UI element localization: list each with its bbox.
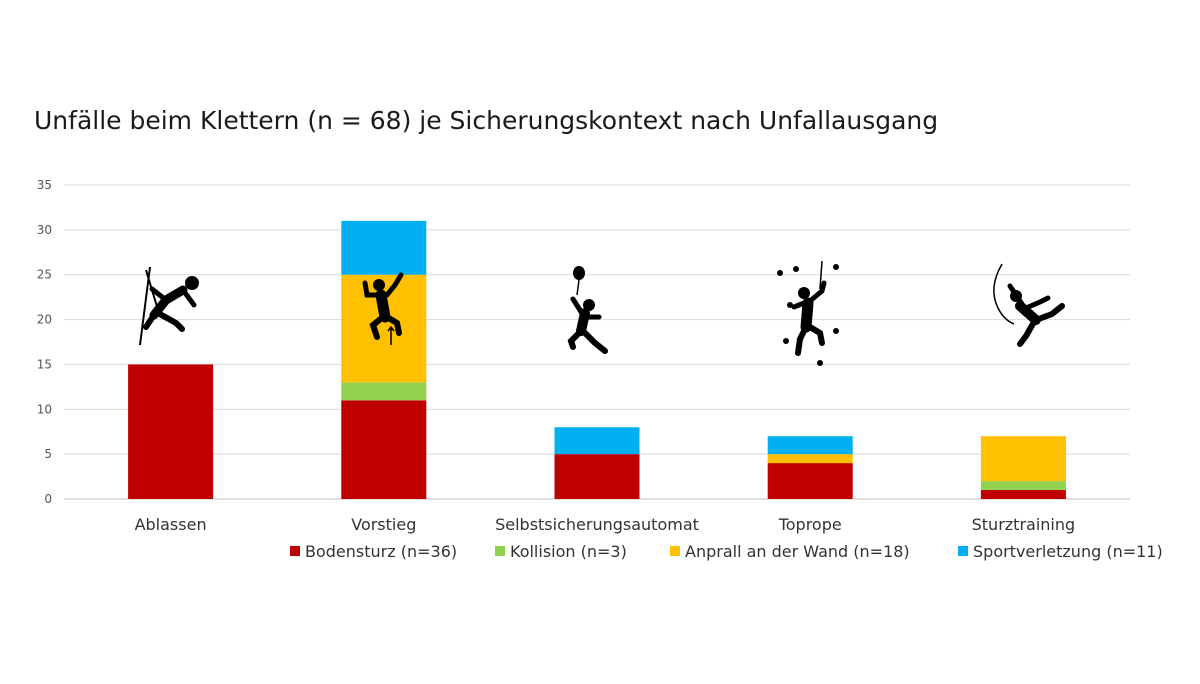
category-labels: Ablassen Vorstieg Selbstsicherungsautomat T… (135, 515, 1076, 534)
legend-swatch-1 (495, 546, 505, 556)
bar-toprope-series-2 (767, 454, 853, 464)
y-tick-label: 25 (37, 268, 52, 282)
legend-swatch-2 (670, 546, 680, 556)
legend: Bodensturz (n=36) Kollision (n=3) Anprall … (290, 542, 1163, 561)
bar-vorstieg-series-1 (341, 382, 427, 401)
legend-label-0: Bodensturz (n=36) (305, 542, 457, 561)
falling-climber-icon (993, 263, 1065, 347)
category-label: Selbstsicherungsautomat (495, 515, 699, 534)
y-tick-label: 10 (37, 402, 52, 416)
lead-climber-icon (362, 272, 404, 345)
icons (139, 260, 1065, 366)
bar-sturztraining-series-1 (980, 481, 1066, 491)
category-label: Ablassen (135, 515, 207, 534)
bars (128, 220, 1066, 499)
category-label: Toprope (778, 515, 842, 534)
bar-sturztraining-series-2 (980, 436, 1066, 482)
abseiling-climber-icon (139, 266, 199, 346)
y-tick-label: 30 (37, 223, 52, 237)
bar-toprope-series-0 (767, 463, 853, 499)
bar-selbstsicherungsautomat-series-0 (554, 454, 640, 499)
y-tick-label: 5 (44, 447, 52, 461)
legend-swatch-0 (290, 546, 300, 556)
legend-swatch-3 (958, 546, 968, 556)
y-tick-label: 35 (37, 178, 52, 192)
bar-vorstieg-series-0 (341, 400, 427, 499)
bar-sturztraining-series-0 (980, 490, 1066, 499)
bar-vorstieg-series-3 (341, 220, 427, 275)
y-axis-ticks: 0 5 10 15 20 25 30 35 (37, 178, 52, 506)
bar-ablassen-series-0 (128, 364, 214, 499)
auto-belay-climber-icon (567, 266, 608, 354)
bar-toprope-series-3 (767, 436, 853, 455)
chart-title: Unfälle beim Klettern (n = 68) je Sicher… (34, 106, 939, 135)
category-label: Sturztraining (972, 515, 1076, 534)
y-tick-label: 0 (44, 492, 52, 506)
toprope-climber-icon (777, 260, 839, 366)
y-tick-label: 20 (37, 313, 52, 327)
bar-selbstsicherungsautomat-series-3 (554, 427, 640, 455)
category-label: Vorstieg (351, 515, 416, 534)
legend-label-3: Sportverletzung (n=11) (973, 542, 1163, 561)
legend-label-2: Anprall an der Wand (n=18) (685, 542, 910, 561)
legend-label-1: Kollision (n=3) (510, 542, 627, 561)
y-tick-label: 15 (37, 357, 52, 371)
